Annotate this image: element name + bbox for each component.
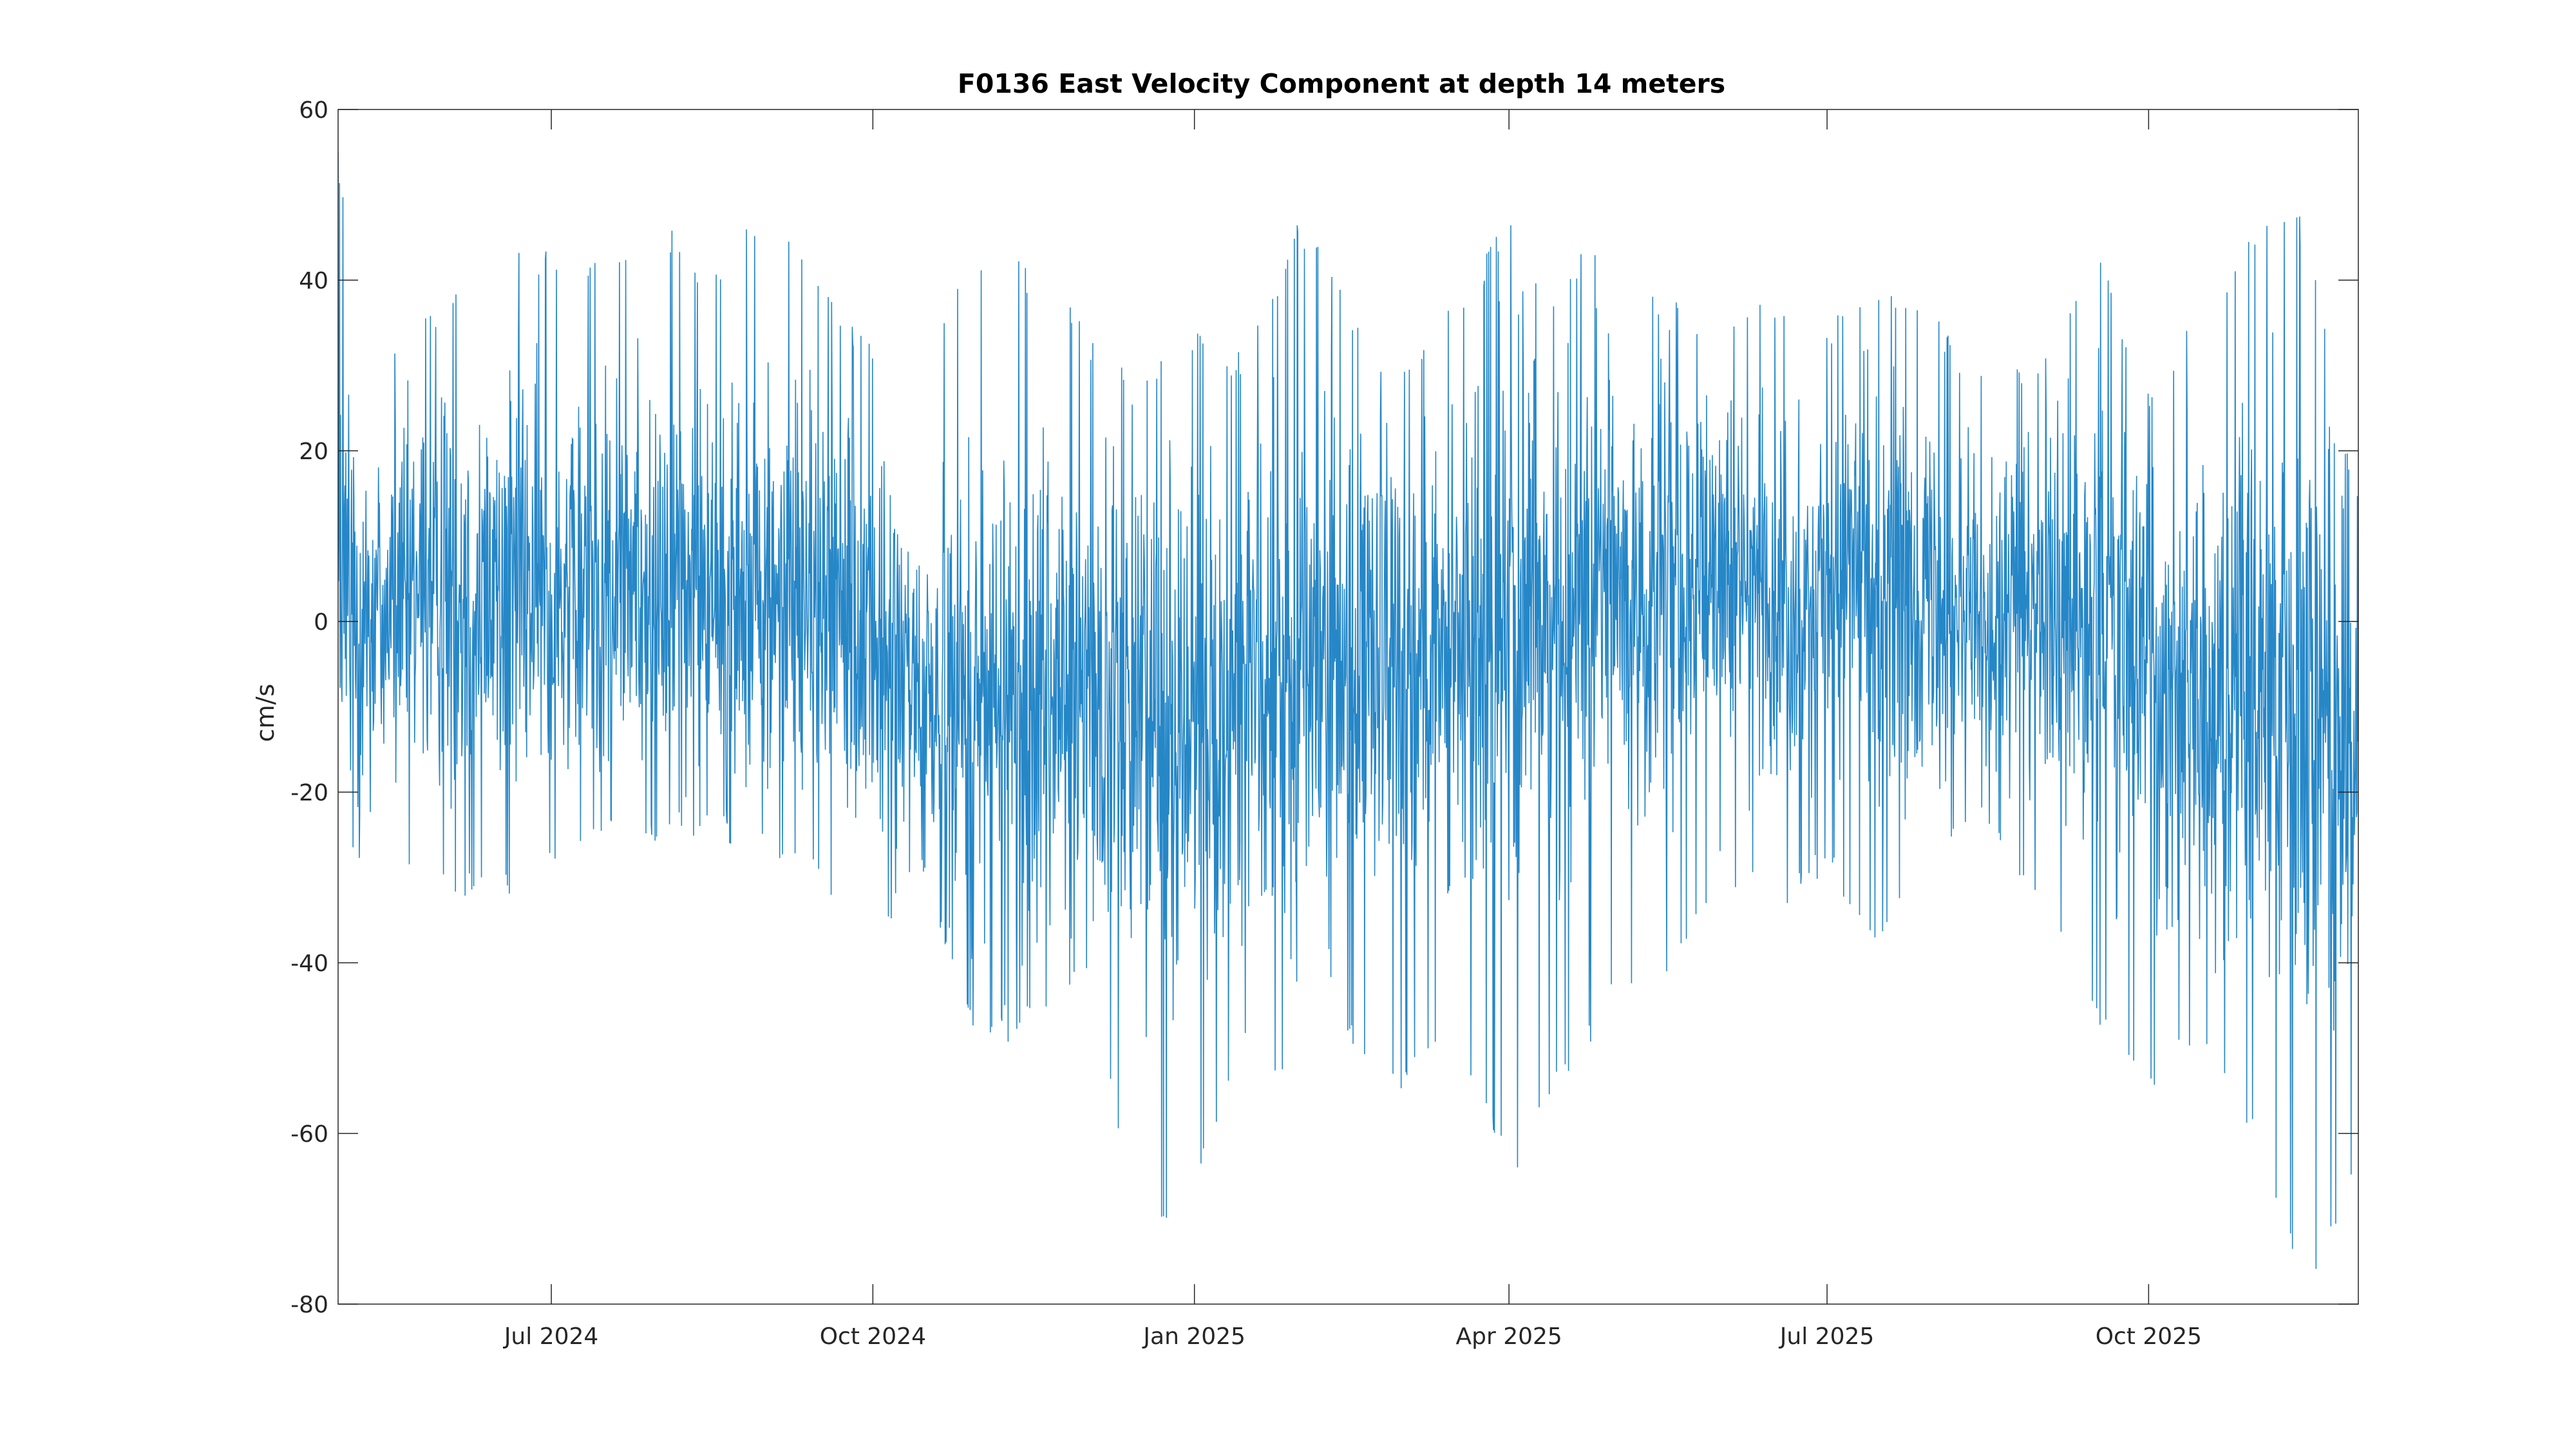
x-tick-label: Oct 2024 — [820, 1323, 926, 1350]
chart-title: F0136 East Velocity Component at depth 1… — [958, 68, 1725, 99]
y-tick-label: -20 — [290, 780, 328, 806]
y-tick-label: 40 — [299, 268, 328, 294]
x-tick-label: Oct 2025 — [2096, 1323, 2202, 1350]
series-layer — [338, 153, 2358, 1269]
y-axis-label: cm/s — [251, 684, 279, 743]
x-tick-label: Jan 2025 — [1142, 1323, 1245, 1350]
y-tick-label: -60 — [290, 1121, 328, 1148]
plot-box — [337, 109, 2359, 1305]
y-tick-label: -40 — [290, 951, 328, 977]
x-tick-label: Apr 2025 — [1455, 1323, 1562, 1350]
series-line — [338, 153, 2358, 1269]
y-tick-label: -80 — [290, 1292, 328, 1318]
x-tick-label: Jul 2024 — [503, 1323, 599, 1350]
axes-layer: -80 -60 -40 -20 0 20 40 60 Jul 2024 Oct 2024 Jan 2… — [290, 97, 2359, 1350]
y-tick-label: 60 — [299, 97, 328, 124]
y-tick-label: 20 — [299, 439, 328, 465]
y-tick-label: 0 — [314, 609, 328, 636]
x-tick-label: Jul 2025 — [1779, 1323, 1875, 1350]
